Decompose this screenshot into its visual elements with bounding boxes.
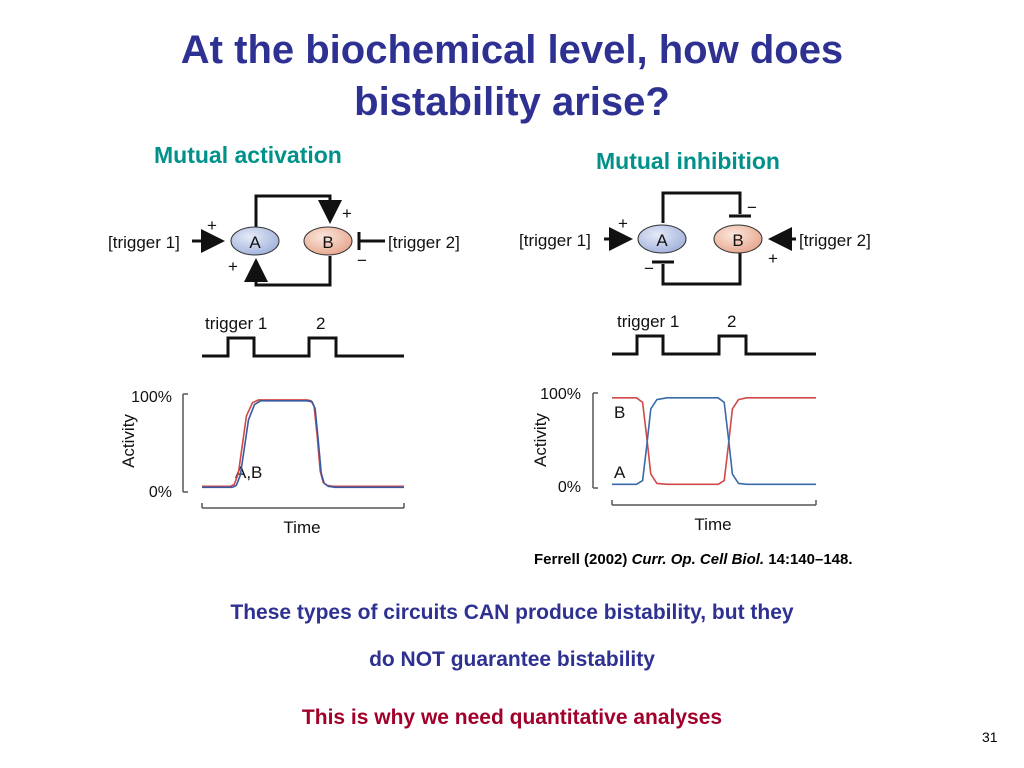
message-line1: These types of circuits CAN produce bist…: [230, 601, 794, 624]
inhibition-bottom-line: [661, 252, 742, 286]
inhibition-sign-bottom: −: [644, 259, 654, 278]
mutual-activation-circuit: A B [trigger 1] [trigger 2] + − + +: [108, 194, 460, 287]
inhibition-sign-trigger2: +: [768, 249, 778, 268]
activation-curves: [202, 399, 404, 489]
inhibition-sign-top: −: [747, 198, 757, 217]
mutual-inhibition-circuit: A B [trigger 1] [trigger 2] + + − −: [519, 191, 871, 286]
inhibition-pulse-label2: 2: [727, 312, 736, 331]
activation-series-line-1: [202, 399, 404, 488]
activation-node-b-label: B: [322, 233, 333, 252]
activation-activity-plot: 100% 0% Activity Time A,B: [119, 389, 405, 537]
activation-node-a: [230, 226, 280, 256]
slide-title-line1: At the biochemical level, how does: [180, 28, 844, 72]
activation-y-tick-label-top: 100%: [131, 389, 172, 406]
inhibition-curves: [612, 396, 816, 486]
slide-title: At the biochemical level, how does bista…: [0, 24, 1024, 128]
inhibition-node-b-label: B: [732, 231, 743, 250]
inhibition-curve-label-b: B: [614, 403, 625, 422]
activation-sign-top: +: [342, 204, 352, 223]
activation-x-axis-label: Time: [283, 518, 320, 537]
inhibition-trigger-pulses: trigger 1 2: [612, 312, 816, 356]
citation-authors: Ferrell (2002): [534, 551, 628, 568]
inhibition-trigger2-text: [trigger 2]: [799, 231, 871, 250]
activation-y-tick-label-bottom: 0%: [149, 484, 172, 501]
inhibition-x-axis-label: Time: [694, 515, 731, 534]
activation-pulse-label2: 2: [316, 314, 325, 333]
mutual-activation-label: Mutual activation: [154, 142, 342, 168]
inhibition-y-tick-label-top: 100%: [540, 386, 581, 403]
inhibition-series-line-2: [612, 396, 816, 486]
inhibition-curve-label-a: A: [614, 463, 626, 482]
activation-sign-trigger2: −: [357, 251, 367, 270]
mutual-inhibition-label: Mutual inhibition: [596, 148, 780, 174]
inhibition-sign-trigger1: +: [618, 214, 628, 233]
message-line2: do NOT guarantee bistability: [369, 648, 655, 671]
activation-y-axis-label: Activity: [119, 414, 138, 468]
activation-trigger2-text: [trigger 2]: [388, 233, 460, 252]
activation-series-line-2: [202, 399, 404, 489]
inhibition-top-line: [661, 191, 742, 223]
activation-trigger1-text: [trigger 1]: [108, 233, 180, 252]
activation-pulse-label1: trigger 1: [205, 314, 267, 333]
citation: Ferrell (2002) Curr. Op. Cell Biol. 14:1…: [534, 551, 853, 568]
inhibition-node-a-label: A: [656, 231, 668, 250]
slide-title-line2: bistability arise?: [354, 80, 670, 124]
activation-top-arrow: [254, 194, 342, 227]
inhibition-y-tick-label-bottom: 0%: [558, 479, 581, 496]
inhibition-node-b: [713, 224, 763, 254]
inhibition-node-a: [637, 224, 687, 254]
inhibition-trigger1-text: [trigger 1]: [519, 231, 591, 250]
activation-sign-bottom: +: [228, 257, 238, 276]
inhibition-pulse-label1: trigger 1: [617, 312, 679, 331]
activation-sign-trigger1: +: [207, 216, 217, 235]
activation-node-a-label: A: [249, 233, 261, 252]
message-line3: This is why we need quantitative analyse…: [301, 706, 723, 729]
inhibition-series-line-1: [612, 396, 816, 486]
activation-pulse-trace: [202, 336, 404, 358]
activation-bottom-arrow: [244, 256, 332, 287]
citation-journal: Curr. Op. Cell Biol.: [631, 551, 765, 568]
inhibition-y-axis-label: Activity: [531, 413, 550, 467]
activation-node-b: [303, 226, 353, 256]
inhibition-activity-plot: 100% 0% Activity Time B A: [531, 386, 817, 534]
slide-number: 31: [982, 729, 998, 745]
activation-trigger-pulses: trigger 1 2: [202, 314, 404, 358]
citation-volume-pages: 14:140–148.: [768, 551, 853, 568]
inhibition-pulse-trace: [612, 334, 816, 356]
